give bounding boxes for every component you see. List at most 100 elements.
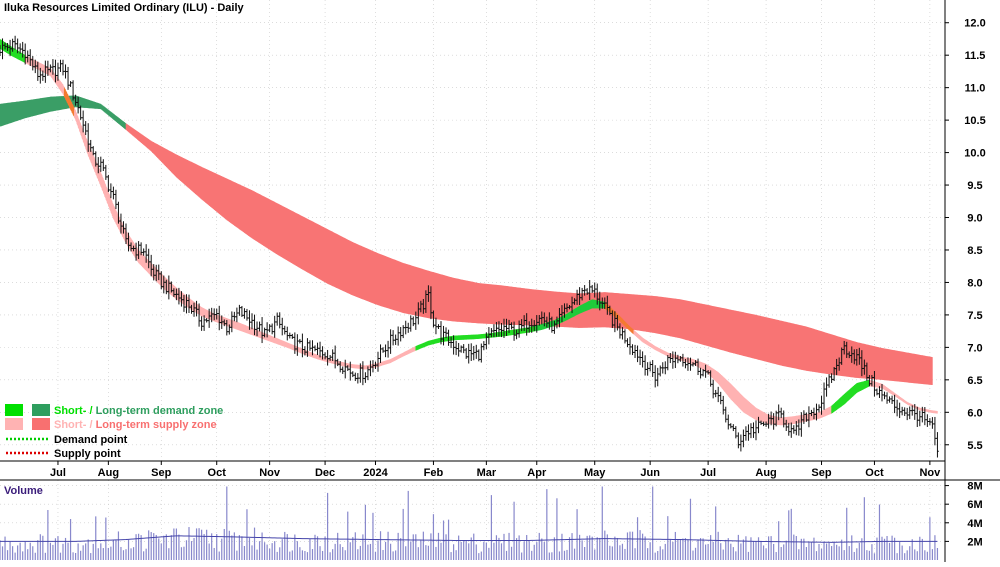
volume-bar xyxy=(248,537,251,560)
volume-bar xyxy=(513,501,515,560)
volume-bar xyxy=(64,537,67,560)
volume-bar xyxy=(757,537,760,560)
volume-bar xyxy=(538,532,540,560)
x-tick-label: Oct xyxy=(208,467,227,479)
volume-bar xyxy=(80,550,82,560)
volume-bar xyxy=(258,541,261,560)
x-tick-label: Jun xyxy=(640,467,660,479)
volume-bar xyxy=(737,534,739,560)
volume-bar xyxy=(173,528,175,560)
volume-bar xyxy=(140,535,142,560)
volume-panel-label: Volume xyxy=(4,485,43,497)
volume-bar xyxy=(279,547,281,560)
volume-bar xyxy=(805,547,807,560)
volume-bar xyxy=(667,516,669,560)
volume-bar xyxy=(110,546,112,560)
volume-bar xyxy=(256,549,258,560)
volume-bar xyxy=(425,545,427,560)
volume-bar xyxy=(919,536,921,560)
volume-bar xyxy=(596,537,598,560)
volume-bar xyxy=(599,537,601,560)
legend-swatch-long xyxy=(32,418,50,430)
volume-bar xyxy=(876,537,878,560)
volume-bar xyxy=(138,533,140,560)
volume-bar xyxy=(808,541,810,560)
volume-bar xyxy=(420,539,422,560)
volume-bar xyxy=(216,534,218,560)
volume-bar xyxy=(387,531,389,560)
volume-bar xyxy=(72,552,74,560)
volume-bar xyxy=(59,552,62,560)
volume-bar xyxy=(921,538,923,560)
volume-bar xyxy=(911,539,913,560)
x-tick-label: 2024 xyxy=(363,467,388,479)
volume-bar xyxy=(833,541,835,560)
volume-bar xyxy=(253,527,256,560)
volume-bar xyxy=(77,543,79,560)
volume-bar xyxy=(223,528,225,560)
x-tick-label: Oct xyxy=(865,467,884,479)
volume-bar xyxy=(735,551,737,560)
legend-label-long: Long-term demand zone xyxy=(96,405,224,417)
volume-bar xyxy=(831,546,833,560)
volume-bar xyxy=(707,543,709,560)
volume-bar xyxy=(29,542,31,560)
volume-bar xyxy=(543,542,545,560)
volume-bar xyxy=(647,548,649,560)
volume-bar xyxy=(415,534,417,560)
volume-bar xyxy=(762,545,765,560)
volume-bar xyxy=(936,547,939,560)
x-tick-label: Apr xyxy=(527,467,547,479)
volume-bar xyxy=(47,510,49,560)
volume-bar xyxy=(455,550,457,560)
volume-bar xyxy=(379,531,382,560)
volume-bar xyxy=(218,551,220,560)
volume-bar xyxy=(510,546,513,560)
volume-bar xyxy=(901,545,903,560)
volume-bar xyxy=(929,517,931,560)
volume-bar xyxy=(649,542,651,560)
volume-bar xyxy=(861,538,863,560)
volume-bar xyxy=(828,542,830,560)
volume-bar xyxy=(503,533,505,560)
volume-bar xyxy=(102,548,104,560)
short-term-zone-supply-segment xyxy=(935,410,938,414)
volume-bar xyxy=(274,541,276,560)
legend-label: Short- / Long-term supply zone xyxy=(54,419,217,431)
volume-bar xyxy=(873,553,876,560)
volume-bar xyxy=(868,550,870,560)
volume-bar xyxy=(97,548,99,560)
volume-bar xyxy=(344,550,346,560)
volume-bar xyxy=(291,550,293,560)
volume-bar xyxy=(589,535,591,560)
volume-bar xyxy=(122,550,125,560)
price-tick-label: 5.5 xyxy=(967,440,982,452)
volume-bar xyxy=(747,551,750,560)
volume-bar xyxy=(417,547,419,560)
volume-bar xyxy=(85,543,87,560)
volume-bar xyxy=(659,546,661,560)
volume-bar xyxy=(440,542,442,560)
volume-bar xyxy=(803,538,805,560)
volume-bar xyxy=(301,550,303,560)
volume-bar xyxy=(652,486,654,560)
volume-bar xyxy=(619,545,621,560)
volume-bar xyxy=(848,546,850,560)
volume-bar xyxy=(213,547,215,560)
volume-bar xyxy=(188,527,190,560)
volume-bar xyxy=(1,546,4,560)
volume-bar xyxy=(624,548,626,560)
volume-bar xyxy=(127,539,130,560)
price-tick-label: 7.5 xyxy=(967,310,982,322)
volume-bar xyxy=(311,549,314,560)
volume-bar xyxy=(168,548,170,560)
volume-bar xyxy=(644,536,646,560)
volume-bar xyxy=(634,548,636,560)
volume-bar xyxy=(170,535,172,560)
price-tick-label: 9.0 xyxy=(967,213,982,225)
volume-bar xyxy=(795,536,797,560)
legend-swatch-short xyxy=(5,404,23,416)
volume-bar xyxy=(823,541,825,560)
